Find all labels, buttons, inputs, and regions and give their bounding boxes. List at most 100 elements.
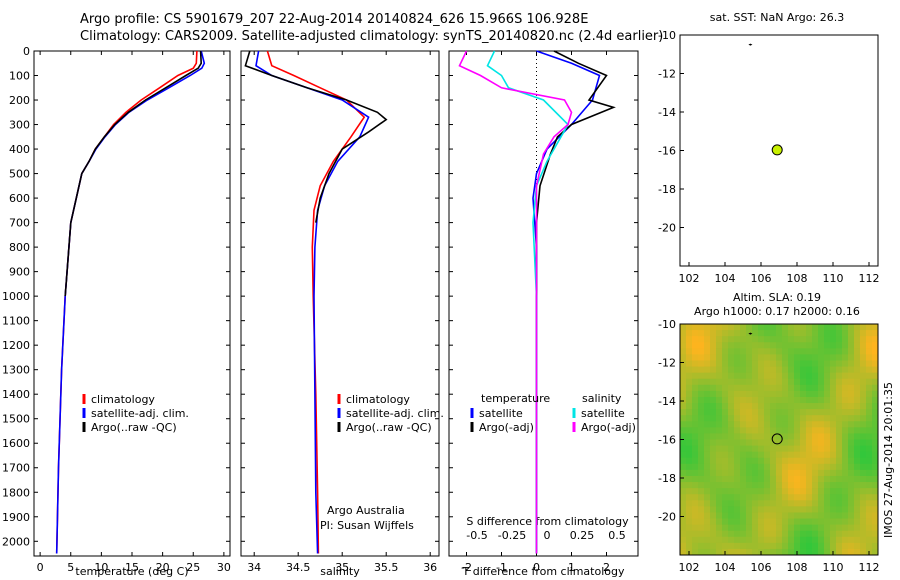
heatmap-cell — [758, 372, 765, 380]
heatmap-cell — [788, 536, 795, 544]
heatmap-cell — [872, 403, 878, 410]
heatmap-cell — [710, 330, 717, 337]
x-tick-label: 110 — [823, 272, 844, 285]
heatmap-cell — [794, 415, 801, 422]
heatmap-cell — [842, 390, 849, 398]
heatmap-cell — [758, 354, 765, 362]
heatmap-cell — [740, 542, 747, 550]
heatmap-cell — [836, 488, 843, 495]
heatmap-cell — [860, 451, 867, 459]
heatmap-cell — [848, 384, 855, 392]
heatmap-cell — [842, 451, 849, 459]
heatmap-cell — [776, 518, 783, 526]
heatmap-cell — [854, 506, 861, 514]
heatmap-cell — [872, 415, 878, 422]
heatmap-cell — [692, 530, 699, 538]
heatmap-cell — [776, 433, 783, 441]
heatmap-cell — [818, 518, 825, 526]
heatmap-cell — [746, 439, 753, 447]
x-tick-label: 0 — [37, 561, 44, 574]
heatmap-cell — [758, 403, 765, 410]
heatmap-cell — [812, 512, 819, 520]
heatmap-cell — [722, 324, 729, 331]
heatmap-cell — [770, 378, 777, 386]
heatmap-cell — [746, 512, 753, 520]
heatmap-cell — [758, 360, 765, 368]
heatmap-cell — [764, 384, 771, 392]
heatmap-cell — [746, 548, 753, 555]
heatmap-cell — [716, 494, 723, 501]
heatmap-cell — [734, 354, 741, 362]
heatmap-cell — [686, 451, 693, 459]
heatmap-cell — [800, 542, 807, 550]
heatmap-cell — [854, 488, 861, 495]
heatmap-cell — [722, 439, 729, 447]
heatmap-cell — [794, 396, 801, 404]
heatmap-cell — [776, 542, 783, 550]
heatmap-cell — [734, 336, 741, 343]
heatmap-cell — [800, 469, 807, 477]
heatmap-cell — [716, 372, 723, 380]
heatmap-cell — [788, 488, 795, 495]
heatmap-cell — [776, 348, 783, 355]
legend-entry: satellite — [479, 407, 523, 420]
heatmap-cell — [686, 348, 693, 355]
heatmap-cell — [782, 348, 789, 355]
y-tick-label: -12 — [658, 68, 676, 81]
heatmap-cell — [740, 427, 747, 435]
heatmap-cell — [752, 390, 759, 398]
x-tick-label: 25 — [186, 561, 200, 574]
heatmap-cell — [812, 451, 819, 459]
heatmap-cell — [692, 372, 699, 380]
heatmap-cell — [758, 451, 765, 459]
heatmap-cell — [794, 390, 801, 398]
figure-title-line2: Climatology: CARS2009. Satellite-adjuste… — [80, 29, 664, 44]
heatmap-cell — [830, 396, 837, 404]
heatmap-cell — [836, 469, 843, 477]
heatmap-cell — [824, 530, 831, 538]
heatmap-cell — [806, 445, 813, 453]
heatmap-cell — [848, 524, 855, 532]
heatmap-cell — [830, 354, 837, 362]
heatmap-cell — [716, 336, 723, 343]
heatmap-cell — [842, 342, 849, 349]
heatmap-cell — [854, 378, 861, 386]
heatmap-cell — [872, 506, 878, 514]
y-tick-label: 900 — [9, 266, 30, 279]
legend-entry: Argo(..raw -QC) — [91, 421, 177, 434]
heatmap-cell — [734, 421, 741, 428]
legend-entry: Argo(..raw -QC) — [346, 421, 432, 434]
heatmap-cell — [830, 463, 837, 471]
heatmap-cell — [776, 390, 783, 398]
y-tick-label: 800 — [9, 241, 30, 254]
heatmap-cell — [830, 518, 837, 526]
heatmap-cell — [680, 451, 687, 459]
heatmap-cell — [686, 506, 693, 514]
heatmap-cell — [800, 524, 807, 532]
heatmap-cell — [752, 330, 759, 337]
heatmap-cell — [860, 548, 867, 555]
y-tick-label: 100 — [9, 70, 30, 83]
heatmap-cell — [710, 488, 717, 495]
heatmap-cell — [854, 372, 861, 380]
heatmap-cell — [704, 348, 711, 355]
heatmap-cell — [806, 390, 813, 398]
heatmap-cell — [704, 475, 711, 483]
heatmap-cell — [746, 518, 753, 526]
heatmap-cell — [776, 366, 783, 374]
heatmap-cell — [842, 530, 849, 538]
heatmap-cell — [818, 396, 825, 404]
heatmap-cell — [716, 463, 723, 471]
heatmap-cell — [746, 542, 753, 550]
heatmap-cell — [830, 542, 837, 550]
heatmap-cell — [782, 506, 789, 514]
heatmap-cell — [818, 354, 825, 362]
heatmap-cell — [806, 348, 813, 355]
heatmap-cell — [770, 360, 777, 368]
heatmap-cell — [740, 330, 747, 337]
heatmap-cell — [752, 403, 759, 410]
heatmap-cell — [866, 536, 873, 544]
heatmap-cell — [788, 372, 795, 380]
heatmap-cell — [794, 372, 801, 380]
heatmap-cell — [848, 475, 855, 483]
